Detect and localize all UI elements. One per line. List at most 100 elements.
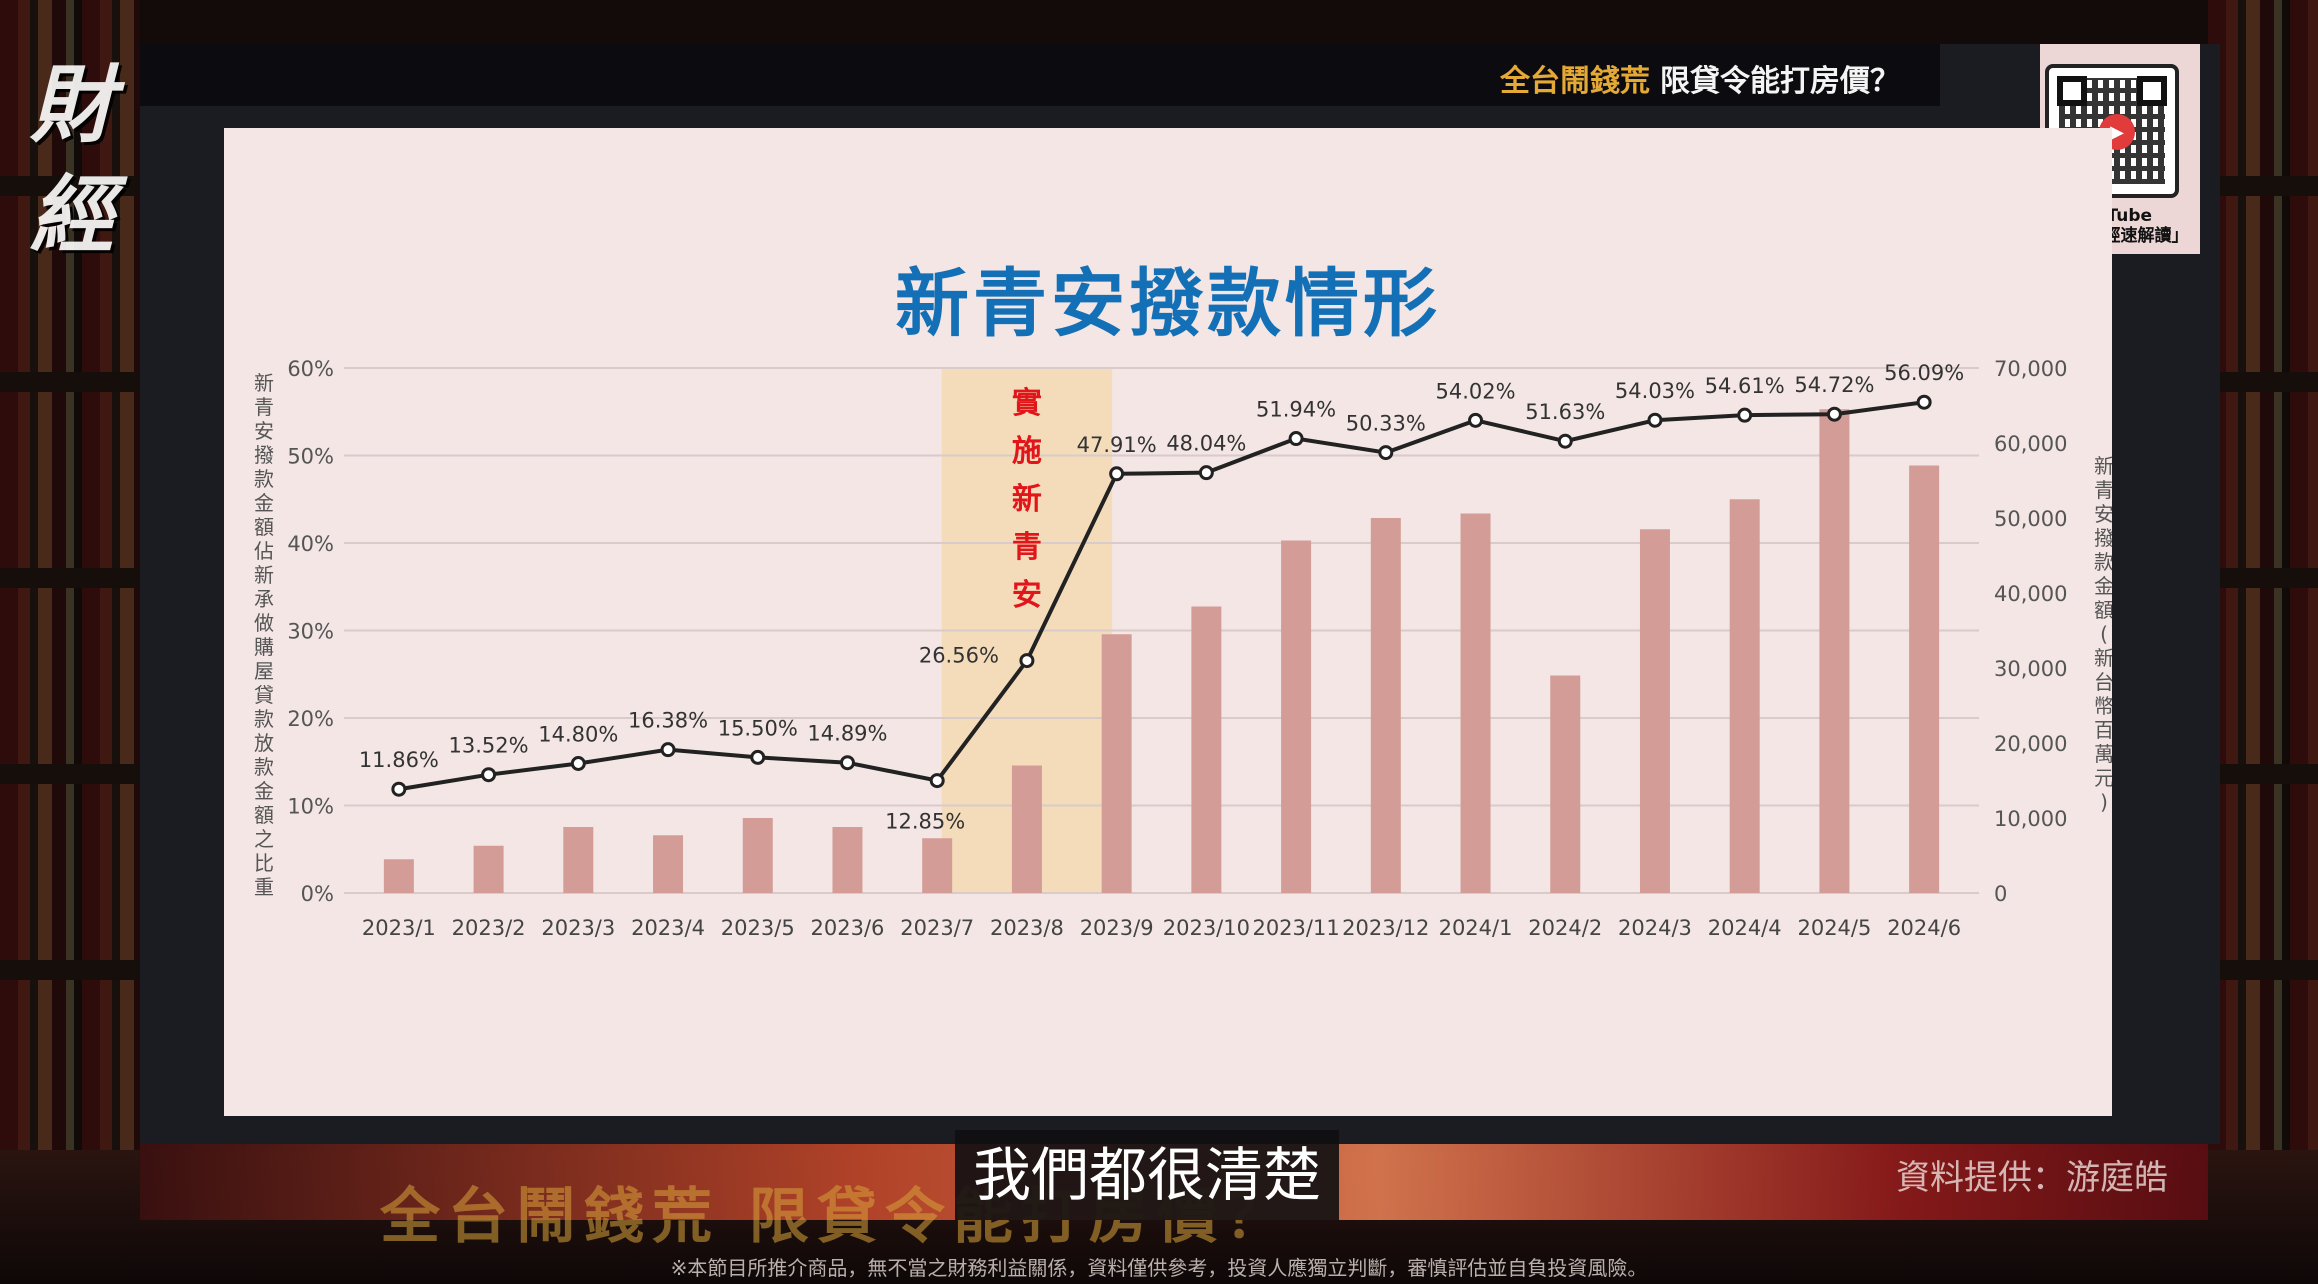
line-point <box>839 755 855 771</box>
line-point <box>570 756 586 771</box>
bar <box>473 845 504 893</box>
line-point <box>1288 431 1304 447</box>
bookshelf-left <box>0 0 140 1284</box>
data-label: 16.38% <box>628 709 708 733</box>
x-tick-label: 2023/11 <box>1252 916 1339 940</box>
bar <box>832 827 863 893</box>
bar <box>383 859 414 893</box>
combo-chart: 0% 10% 20% 30% 40% 50% 60% 0 10,000 20,000 30,000 4… <box>254 357 2112 940</box>
y-tick-right: 60,000 <box>1994 432 2067 456</box>
x-tick-label: 2023/9 <box>1080 916 1154 940</box>
y-axis-left-char: 青 <box>254 395 274 419</box>
bar <box>563 827 594 893</box>
y-axis-right-char: 青 <box>2094 478 2112 502</box>
y-axis-left-char: 比 <box>254 851 274 875</box>
y-axis-left-char: 購 <box>254 635 274 659</box>
data-label: 47.91% <box>1077 433 1157 457</box>
program-logo: 財經 <box>30 56 115 264</box>
y-axis-right-char: 安 <box>2094 502 2112 526</box>
y-tick-left: 20% <box>287 707 334 731</box>
bar <box>653 835 684 893</box>
bar <box>1550 675 1581 893</box>
line-point <box>1826 406 1842 422</box>
y-axis-left-char: 屋 <box>254 659 274 683</box>
bar <box>1281 540 1312 893</box>
bookshelf-right <box>2208 0 2318 1284</box>
y-axis-left-char: 撥 <box>254 443 274 467</box>
y-axis-left-char: 額 <box>254 803 274 827</box>
bar <box>1011 765 1042 893</box>
y-tick-right: 10,000 <box>1994 807 2067 831</box>
x-tick-label: 2023/8 <box>990 916 1064 940</box>
y-axis-left-char: 安 <box>254 419 274 443</box>
y-axis-right-char: 新 <box>2094 454 2112 478</box>
y-tick-left: 40% <box>287 532 334 556</box>
data-label: 51.94% <box>1256 398 1336 422</box>
x-tick-label: 2023/10 <box>1163 916 1250 940</box>
line-point <box>391 781 407 797</box>
data-label: 11.86% <box>359 748 439 772</box>
line-point <box>1737 407 1753 423</box>
headline-highlight: 全台鬧錢荒 <box>1500 64 1650 99</box>
y-axis-left-char: 金 <box>254 491 274 515</box>
y-axis-left-char: 款 <box>254 707 274 731</box>
line-point <box>1378 445 1394 461</box>
y-tick-right: 20,000 <box>1994 732 2067 756</box>
line-point <box>1557 433 1573 449</box>
line-point <box>1916 394 1932 410</box>
y-axis-left-char: 貸 <box>254 683 274 707</box>
line-point <box>1198 465 1214 481</box>
x-tick-label: 2023/1 <box>362 916 436 940</box>
y-axis-left-char: 重 <box>254 875 274 899</box>
y-axis-left-char: 新 <box>254 563 274 587</box>
annotation-char: 青 <box>1012 530 1042 565</box>
x-tick-label: 2024/4 <box>1708 916 1782 940</box>
y-axis-left-char: 佔 <box>254 539 274 563</box>
x-tick-label: 2024/3 <box>1618 916 1692 940</box>
y-tick-right: 30,000 <box>1994 657 2067 681</box>
y-axis-right-char: 萬 <box>2094 742 2112 766</box>
annotation-char: 實 <box>1012 386 1042 421</box>
bar <box>1819 409 1850 893</box>
bar <box>1460 513 1491 893</box>
line-point <box>750 749 766 765</box>
bar <box>922 838 953 893</box>
y-tick-left: 0% <box>301 882 334 906</box>
headline-rest: 限貸令能打房價？ <box>1660 64 1900 99</box>
y-axis-right-char: 幣 <box>2094 694 2112 718</box>
chart-slide: 新青安撥款情形 <box>224 128 2112 1116</box>
chart-title: 新青安撥款情形 <box>895 261 1441 347</box>
bar <box>1639 529 1670 893</box>
data-label: 50.33% <box>1346 412 1426 436</box>
bar <box>1191 606 1222 893</box>
y-axis-right-char: 元 <box>2094 766 2112 790</box>
data-label: 54.02% <box>1435 379 1515 403</box>
headline: 全台鬧錢荒 限貸令能打房價？ <box>1500 56 1900 100</box>
y-axis-left-char: 做 <box>254 611 274 635</box>
x-tick-label: 2024/1 <box>1439 916 1513 940</box>
bar <box>1729 499 1760 893</box>
headline-bar: 全台鬧錢荒 限貸令能打房價？ <box>140 44 1940 106</box>
y-axis-left-char: 之 <box>254 827 274 851</box>
ratio-line <box>398 400 1925 792</box>
y-axis-right-char: 台 <box>2094 670 2112 694</box>
x-tick-label: 2024/2 <box>1528 916 1602 940</box>
data-label: 12.85% <box>885 810 965 834</box>
y-axis-right-char: 額 <box>2094 598 2112 622</box>
x-tick-label: 2023/3 <box>541 916 615 940</box>
x-tick-label: 2023/6 <box>811 916 885 940</box>
x-tick-label: 2023/7 <box>900 916 974 940</box>
line-point <box>929 773 945 789</box>
y-axis-right-char: 百 <box>2094 718 2112 742</box>
x-tick-label: 2024/5 <box>1797 916 1871 940</box>
y-axis-left-char: 新 <box>254 371 274 395</box>
data-label: 13.52% <box>449 734 529 758</box>
x-tick-label: 2023/12 <box>1342 916 1429 940</box>
y-axis-right-char: 新 <box>2094 646 2112 670</box>
annotation-char: 安 <box>1012 578 1042 613</box>
data-label: 14.80% <box>538 723 618 747</box>
y-tick-right: 40,000 <box>1994 582 2067 606</box>
line-point <box>1647 412 1663 428</box>
y-axis-left-char: 承 <box>254 587 274 611</box>
data-label: 56.09% <box>1884 361 1964 385</box>
